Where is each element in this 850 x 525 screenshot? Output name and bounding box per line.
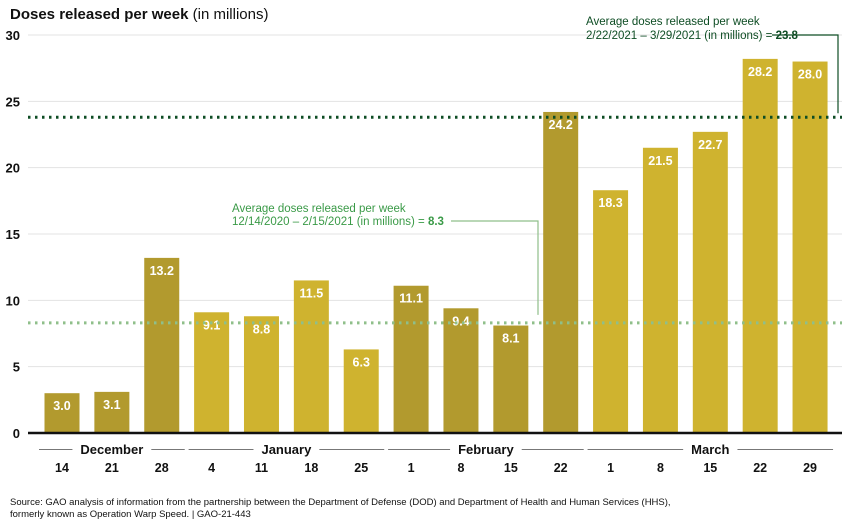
average-annotation-1-line1: Average doses released per week [232, 203, 406, 215]
month-label: February [458, 442, 514, 457]
bar [543, 111, 579, 434]
y-tick-label: 20 [6, 161, 20, 176]
bar-value-label: 18.3 [598, 196, 622, 210]
bar-value-label: 24.2 [549, 118, 573, 132]
y-tick-label: 10 [6, 293, 20, 308]
x-tick-label: 28 [155, 461, 169, 475]
bar [642, 147, 678, 433]
y-tick-label: 25 [6, 94, 20, 109]
bar [593, 190, 629, 433]
bar [44, 393, 80, 433]
bar-value-label: 3.1 [103, 398, 120, 412]
bar-value-label: 9.1 [203, 318, 220, 332]
x-tick-label: 15 [703, 461, 717, 475]
y-tick-label: 0 [13, 426, 20, 441]
x-tick-label: 29 [803, 461, 817, 475]
bar [443, 308, 479, 433]
x-tick-label: 11 [255, 461, 268, 475]
x-tick-label: 8 [457, 461, 464, 475]
bar [343, 349, 379, 433]
bar [293, 280, 329, 433]
average-annotation-1-line2: 12/14/2020 – 2/15/2021 (in millions) = 8… [232, 216, 444, 228]
bar-value-label: 9.4 [452, 314, 469, 328]
bar-chart: 0 5 10 15 20 25 30 3.0 3.1 13.2 9.1 8.8 11.5 6.3 11.1 9… [6, 16, 842, 475]
bar-value-label: 28.2 [748, 65, 772, 79]
bar-value-label: 21.5 [648, 154, 672, 168]
source-line-1: Source: GAO analysis of information from… [10, 497, 671, 508]
average-annotation-2-line1: Average doses released per week [586, 16, 760, 28]
bar-value-label: 3.0 [53, 399, 70, 413]
bar-value-label: 11.5 [300, 286, 324, 300]
x-tick-label: 14 [55, 461, 69, 475]
x-tick-label: 22 [753, 461, 767, 475]
bar [692, 131, 728, 433]
x-tick-label: 8 [657, 461, 664, 475]
bar [243, 316, 279, 433]
bar-value-label: 6.3 [353, 355, 370, 369]
x-tick-label: 21 [105, 461, 119, 475]
bar-value-label: 22.7 [698, 138, 722, 152]
x-tick-label: 1 [408, 461, 415, 475]
average-leader-2 [772, 34, 839, 114]
bar-value-label: 8.8 [253, 322, 270, 336]
chart-title-bold: Doses released per week [10, 6, 189, 23]
bar-value-label: 8.1 [502, 332, 519, 346]
bar-value-label: 11.1 [399, 292, 423, 306]
x-tick-label: 25 [354, 461, 368, 475]
x-tick-label: 22 [554, 461, 568, 475]
x-tick-label: 4 [208, 461, 215, 475]
average-annotation-2-line2: 2/22/2021 – 3/29/2021 (in millions) = 23… [586, 30, 799, 42]
bar [144, 257, 180, 433]
y-tick-label: 30 [6, 28, 20, 43]
bar [742, 58, 778, 433]
bar [393, 285, 429, 433]
x-tick-label: 15 [504, 461, 518, 475]
source-note: Source: GAO analysis of information from… [10, 497, 671, 521]
bar-value-label: 13.2 [150, 264, 174, 278]
source-line-2: formerly known as Operation Warp Speed. … [10, 509, 251, 520]
chart-title-units: (in millions) [188, 6, 269, 23]
x-tick-label: 18 [304, 461, 318, 475]
average-leader-1 [451, 220, 539, 315]
month-label: March [691, 442, 729, 457]
bar-value-label: 28.0 [798, 68, 822, 82]
x-tick-label: 1 [607, 461, 614, 475]
month-label: December [80, 442, 143, 457]
bar [194, 312, 230, 433]
month-label: January [261, 442, 312, 457]
y-tick-label: 5 [13, 360, 20, 375]
chart-title: Doses released per week (in millions) [10, 6, 268, 23]
bar [792, 61, 828, 434]
bar [493, 325, 529, 433]
y-tick-label: 15 [6, 227, 20, 242]
bar [94, 391, 130, 433]
